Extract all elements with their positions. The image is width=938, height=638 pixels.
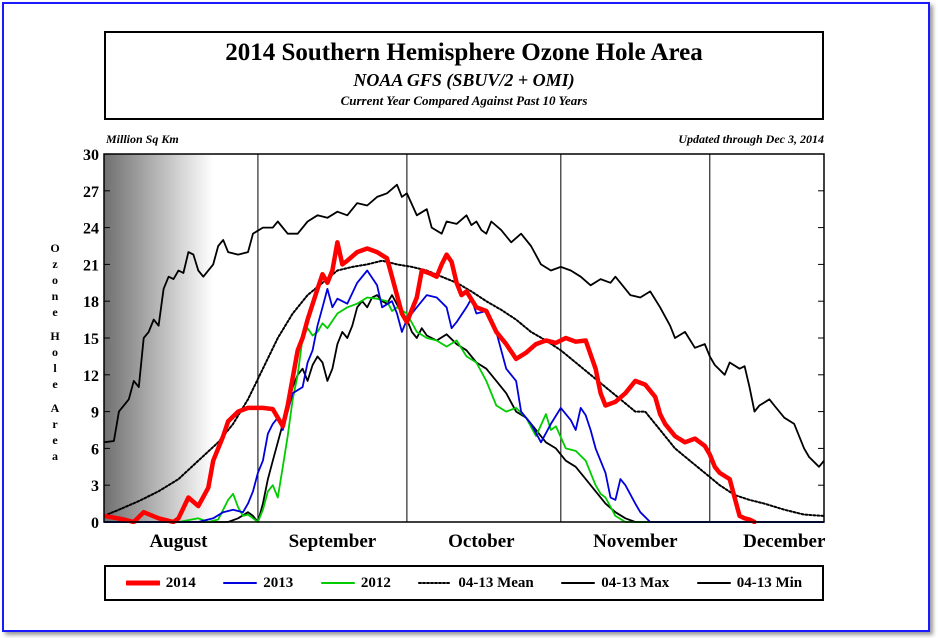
y-tick-label: 18 bbox=[83, 294, 99, 311]
y-tick-label: 30 bbox=[83, 147, 99, 164]
plot-border bbox=[103, 153, 825, 523]
y-tick-label: 21 bbox=[83, 257, 99, 274]
legend-swatch bbox=[696, 582, 731, 584]
y-axis-label-char: n bbox=[51, 289, 59, 303]
y-tick-label: 0 bbox=[91, 515, 99, 532]
legend-item: 2013 bbox=[223, 575, 293, 592]
y-tick-label: 24 bbox=[83, 221, 99, 238]
legend-swatch bbox=[418, 582, 453, 584]
title-box: 2014 Southern Hemisphere Ozone Hole Area… bbox=[104, 31, 824, 120]
legend-item: 04-13 Max bbox=[561, 575, 669, 592]
chart-title: 2014 Southern Hemisphere Ozone Hole Area bbox=[225, 39, 703, 66]
legend-label: 2014 bbox=[165, 574, 196, 591]
y-axis-label-char: A bbox=[50, 401, 60, 415]
legend-item: 2012 bbox=[320, 574, 391, 592]
y-axis-label-char: r bbox=[52, 417, 58, 431]
month-label: December bbox=[743, 531, 826, 552]
units-label: Million Sq Km bbox=[106, 132, 179, 146]
y-axis-label-char: O bbox=[50, 241, 60, 255]
legend-label: 04-13 Mean bbox=[458, 574, 534, 591]
y-axis-label-char: e bbox=[52, 305, 58, 319]
updated-label: Updated through Dec 3, 2014 bbox=[678, 132, 824, 146]
series-line-04-13-mean bbox=[104, 259, 824, 517]
legend-swatch bbox=[561, 582, 596, 584]
y-axis-label-char: H bbox=[50, 329, 60, 343]
legend-label: 2013 bbox=[263, 574, 294, 591]
legend-swatch bbox=[320, 582, 355, 584]
y-axis-label-char: o bbox=[52, 345, 58, 359]
month-label: September bbox=[289, 531, 377, 552]
legend: 2014 2013 2012 04-13 Mean 04-13 Max 04-13 Min bbox=[104, 565, 824, 601]
chart-subtitle-2: Current Year Compared Against Past 10 Ye… bbox=[340, 93, 588, 108]
legend-swatch bbox=[223, 582, 258, 584]
y-tick-label: 6 bbox=[91, 441, 99, 458]
legend-item: 04-13 Mean bbox=[418, 574, 534, 592]
y-axis-label-char: e bbox=[52, 433, 58, 447]
y-tick-label: 27 bbox=[83, 184, 99, 201]
month-label: October bbox=[448, 531, 515, 552]
plot-area bbox=[104, 154, 824, 522]
legend-item: 2014 bbox=[125, 574, 196, 592]
y-tick-label: 15 bbox=[83, 331, 99, 348]
chart-subtitle: NOAA GFS (SBUV/2 + OMI) bbox=[353, 70, 575, 90]
legend-label: 04-13 Min bbox=[736, 574, 803, 591]
early-season-shading bbox=[104, 154, 214, 522]
series-line-2014 bbox=[104, 240, 757, 524]
legend-label: 2012 bbox=[360, 574, 391, 591]
y-axis-label-char: l bbox=[53, 361, 57, 375]
y-axis-label-char: a bbox=[52, 449, 58, 463]
y-tick-label: 9 bbox=[91, 405, 99, 422]
legend-label: 04-13 Max bbox=[601, 574, 670, 591]
series-line-2012 bbox=[104, 296, 824, 523]
month-label: August bbox=[149, 531, 208, 552]
y-axis-label-char: o bbox=[52, 273, 58, 287]
month-label: November bbox=[593, 531, 678, 552]
legend-swatch bbox=[125, 580, 160, 586]
y-axis-label-char: z bbox=[52, 257, 58, 271]
y-tick-label: 3 bbox=[91, 478, 99, 495]
legend-item: 04-13 Min bbox=[696, 574, 803, 592]
y-axis-label-char: e bbox=[52, 377, 58, 391]
series-line-04-13-max bbox=[104, 183, 824, 468]
y-tick-label: 12 bbox=[83, 368, 99, 385]
